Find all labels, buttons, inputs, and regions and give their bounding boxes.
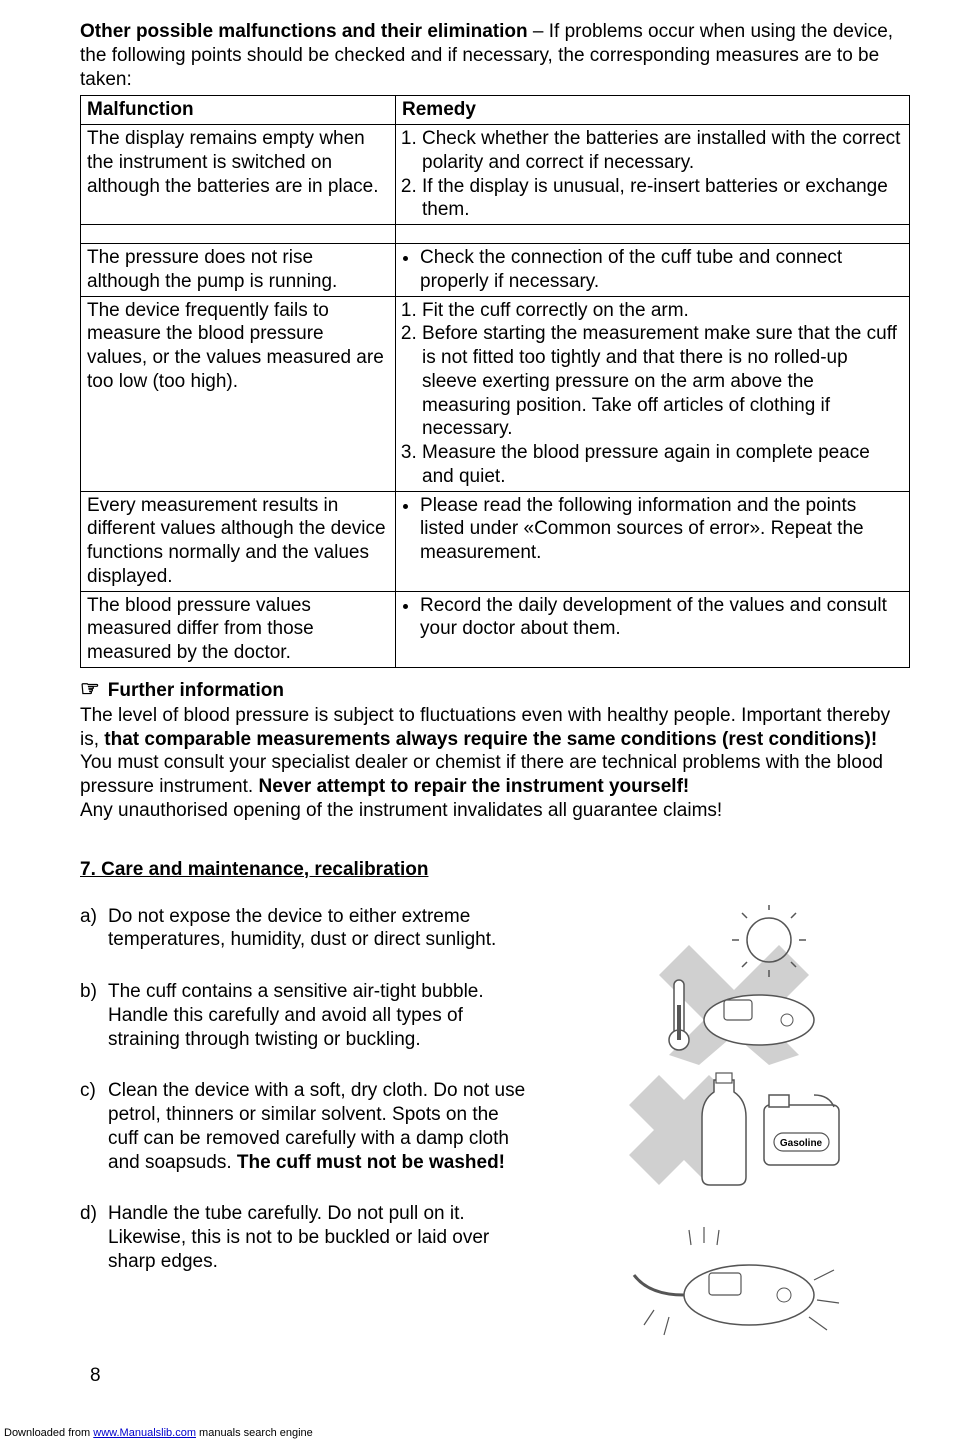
remedy-item: Fit the cuff correctly on the arm. (422, 299, 903, 323)
illustration-column: Gasoline (558, 905, 910, 1365)
care-item: c) Clean the device with a soft, dry clo… (80, 1079, 528, 1174)
remedy-cell: Please read the following information an… (396, 491, 910, 591)
footer-prefix: Downloaded from (4, 1427, 93, 1439)
remedy-item: Check the connection of the cuff tube an… (420, 246, 903, 294)
footer: Downloaded from www.Manualslib.com manua… (0, 1427, 960, 1439)
manualslib-link[interactable]: www.Manualslib.com (93, 1427, 196, 1439)
pointing-hand-icon: ☞ (80, 676, 100, 701)
care-item: b) The cuff contains a sensitive air-tig… (80, 980, 528, 1051)
further-body: The level of blood pressure is subject t… (80, 704, 910, 823)
further-bold: that comparable measurements always requ… (104, 729, 877, 750)
item-text: Handle the tube carefully. Do not pull o… (108, 1202, 528, 1273)
further-text: Any unauthorised opening of the instrume… (80, 800, 722, 821)
remedy-item: If the display is unusual, re-insert bat… (422, 175, 903, 223)
section-7-title: 7. Care and maintenance, recalibration (80, 859, 910, 881)
intro-paragraph: Other possible malfunctions and their el… (80, 20, 910, 91)
header-remedy: Remedy (396, 96, 910, 125)
item-letter: b) (80, 980, 108, 1051)
remedy-item: Check whether the batteries are installe… (422, 127, 903, 175)
malfunction-cell: Every measurement results in different v… (81, 491, 396, 591)
footer-suffix: manuals search engine (196, 1427, 313, 1439)
manual-page: Other possible malfunctions and their el… (0, 0, 960, 1407)
malfunction-cell: The blood pressure values measured diffe… (81, 591, 396, 667)
no-sun-heat-icon (619, 905, 849, 1045)
spacer-row (81, 225, 910, 244)
item-letter: c) (80, 1079, 108, 1174)
item-letter: a) (80, 905, 108, 953)
remedy-cell: Check whether the batteries are installe… (396, 125, 910, 225)
remedy-item: Please read the following information an… (420, 494, 903, 565)
table-row: The display remains empty when the instr… (81, 125, 910, 225)
item-text: The cuff contains a sensitive air-tight … (108, 980, 528, 1051)
further-heading: ☞ Further information (80, 676, 910, 702)
remedy-item: Before starting the measurement make sur… (422, 322, 903, 441)
care-item: d) Handle the tube carefully. Do not pul… (80, 1202, 528, 1273)
remedy-cell: Record the daily development of the valu… (396, 591, 910, 667)
malfunction-cell: The display remains empty when the instr… (81, 125, 396, 225)
care-item: a) Do not expose the device to either ex… (80, 905, 528, 953)
page-number: 8 (90, 1365, 910, 1387)
gasoline-label: Gasoline (780, 1138, 823, 1149)
remedy-cell: Check the connection of the cuff tube an… (396, 244, 910, 297)
no-tube-pull-icon (619, 1225, 849, 1365)
malfunction-cell: The device frequently fails to measure t… (81, 296, 396, 491)
remedy-item: Measure the blood pressure again in comp… (422, 441, 903, 489)
further-heading-text: Further information (108, 680, 284, 701)
table-row: The device frequently fails to measure t… (81, 296, 910, 491)
table-row: Every measurement results in different v… (81, 491, 910, 591)
item-letter: d) (80, 1202, 108, 1273)
header-malfunction: Malfunction (81, 96, 396, 125)
further-bold: Never attempt to repair the instrument y… (258, 776, 689, 797)
table-row: The blood pressure values measured diffe… (81, 591, 910, 667)
intro-lead: Other possible malfunctions and their el… (80, 21, 528, 42)
malfunction-cell: The pressure does not rise although the … (81, 244, 396, 297)
no-solvents-icon: Gasoline (619, 1065, 849, 1205)
care-list: a) Do not expose the device to either ex… (80, 905, 528, 1302)
care-block: a) Do not expose the device to either ex… (80, 905, 910, 1365)
item-text: Clean the device with a soft, dry cloth.… (108, 1079, 528, 1174)
remedy-cell: Fit the cuff correctly on the arm. Befor… (396, 296, 910, 491)
item-text: Do not expose the device to either extre… (108, 905, 528, 953)
table-row: The pressure does not rise although the … (81, 244, 910, 297)
malfunction-table: Malfunction Remedy The display remains e… (80, 95, 910, 668)
remedy-item: Record the daily development of the valu… (420, 594, 903, 642)
